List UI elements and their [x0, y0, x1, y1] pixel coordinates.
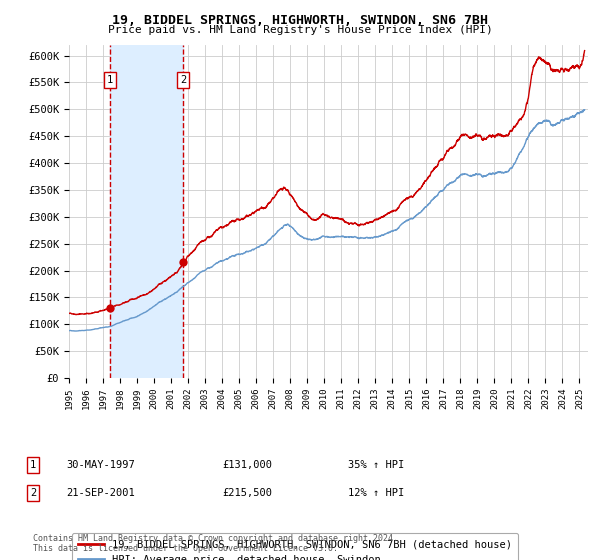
Text: 35% ↑ HPI: 35% ↑ HPI [348, 460, 404, 470]
Text: Contains HM Land Registry data © Crown copyright and database right 2024.
This d: Contains HM Land Registry data © Crown c… [33, 534, 398, 553]
Text: 12% ↑ HPI: 12% ↑ HPI [348, 488, 404, 498]
Text: £215,500: £215,500 [222, 488, 272, 498]
Text: 1: 1 [107, 74, 113, 85]
Bar [110, 45, 184, 378]
Text: 21-SEP-2001: 21-SEP-2001 [66, 488, 135, 498]
Legend: 19, BIDDEL SPRINGS, HIGHWORTH, SWINDON, SN6 7BH (detached house), HPI: Average p: 19, BIDDEL SPRINGS, HIGHWORTH, SWINDON, … [71, 533, 518, 560]
Text: £131,000: £131,000 [222, 460, 272, 470]
Text: Price paid vs. HM Land Registry's House Price Index (HPI): Price paid vs. HM Land Registry's House … [107, 25, 493, 35]
Text: 2: 2 [180, 74, 187, 85]
Text: 2: 2 [30, 488, 36, 498]
Text: 30-MAY-1997: 30-MAY-1997 [66, 460, 135, 470]
Text: 1: 1 [30, 460, 36, 470]
Text: 19, BIDDEL SPRINGS, HIGHWORTH, SWINDON, SN6 7BH: 19, BIDDEL SPRINGS, HIGHWORTH, SWINDON, … [112, 14, 488, 27]
